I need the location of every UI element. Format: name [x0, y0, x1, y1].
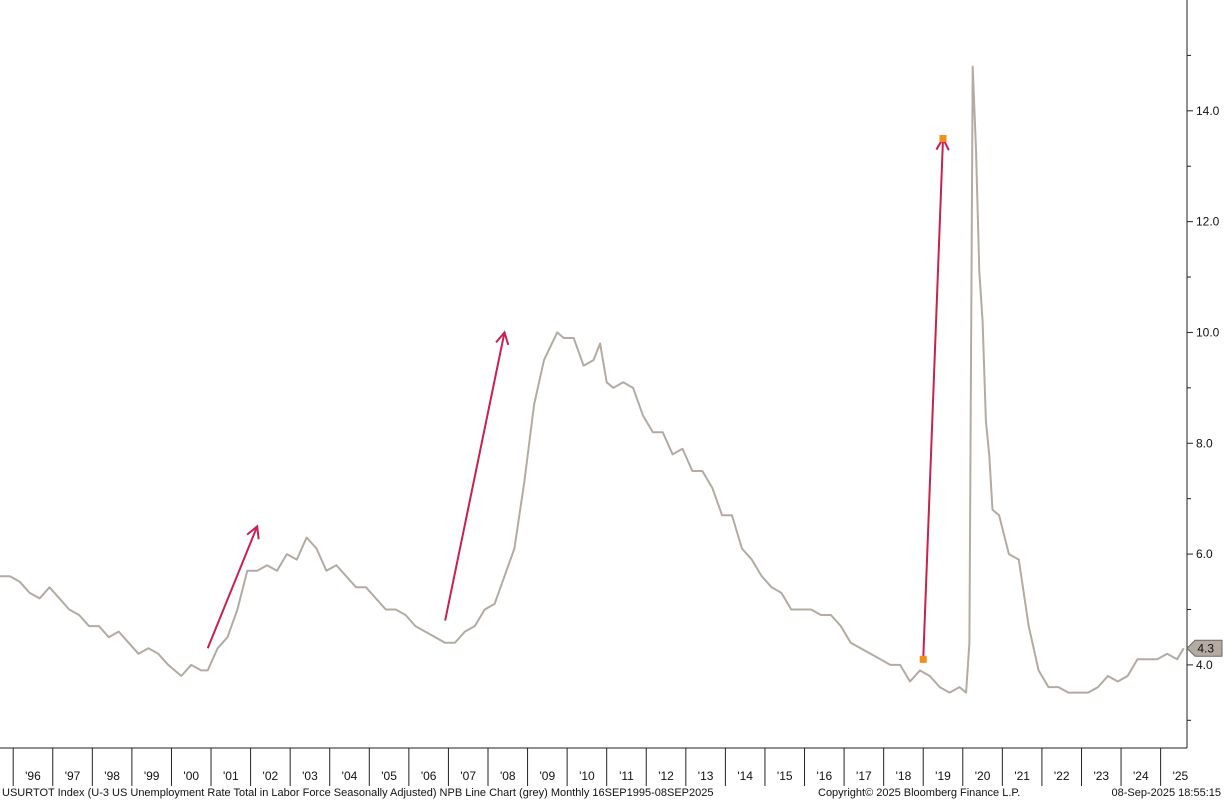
annotation-arrow — [444, 332, 506, 621]
annotation-arrow — [922, 138, 945, 660]
annotation-marker — [919, 655, 927, 663]
x-tick-label: '22 — [1054, 769, 1070, 783]
y-tick-label: 6.0 — [1196, 547, 1213, 561]
footer-series-description: USURTOT Index (U-3 US Unemployment Rate … — [2, 787, 714, 799]
annotation-arrow — [206, 525, 259, 649]
x-tick-label: '16 — [816, 769, 832, 783]
annotation-arrowhead — [246, 524, 260, 540]
x-tick-label: '06 — [421, 769, 437, 783]
x-tick-label: '96 — [25, 769, 41, 783]
x-tick-label: '10 — [579, 769, 595, 783]
y-tick-label: 12.0 — [1196, 215, 1220, 229]
y-axis: 4.0 6.0 8.0 10.0 12.0 14.0 — [1186, 0, 1220, 748]
x-tick-label: '12 — [658, 769, 674, 783]
x-tick-label: '18 — [896, 769, 912, 783]
x-tick-label: '21 — [1014, 769, 1030, 783]
last-value-tag-shape — [1186, 639, 1223, 657]
annotations-layer — [206, 136, 950, 660]
x-tick-label: '25 — [1173, 769, 1189, 783]
x-tick-label: '13 — [698, 769, 714, 783]
y-tick-label: 8.0 — [1196, 436, 1213, 450]
y-tick-label: 14.0 — [1196, 104, 1220, 118]
footer-timestamp: 08-Sep-2025 18:55:15 — [1111, 787, 1221, 799]
series-layer — [0, 65, 1185, 694]
annotation-arrowhead — [495, 330, 510, 346]
annotation-marker — [939, 135, 947, 143]
x-tick-label: '04 — [342, 769, 358, 783]
x-tick-label: '17 — [856, 769, 872, 783]
y-tick-label: 4.0 — [1196, 658, 1213, 672]
x-tick-label: '08 — [500, 769, 516, 783]
x-tick-label: '02 — [263, 769, 279, 783]
x-tick-label: '19 — [935, 769, 951, 783]
markers-layer — [919, 135, 947, 663]
series-line — [0, 65, 1185, 694]
x-tick-label: '99 — [144, 769, 160, 783]
x-tick-label: '15 — [777, 769, 793, 783]
x-tick-label: '05 — [381, 769, 397, 783]
x-tick-label: '03 — [302, 769, 318, 783]
last-value-label: 4.3 — [1197, 641, 1214, 655]
x-tick-label: '24 — [1133, 769, 1149, 783]
x-tick-label: '07 — [460, 769, 476, 783]
x-tick-label: '11 — [619, 769, 634, 783]
x-axis: '96 '97 '98 '99 '00 '01 '02 '03 '04 '05 '06 '07 '08 '… — [0, 747, 1189, 786]
x-tick-label: '01 — [223, 769, 239, 783]
x-tick-label: '98 — [104, 769, 120, 783]
y-tick-label: 10.0 — [1196, 325, 1220, 339]
x-tick-label: '20 — [975, 769, 991, 783]
x-tick-label: '00 — [183, 769, 199, 783]
x-tick-label: '23 — [1093, 769, 1109, 783]
footer-copyright: Copyright© 2025 Bloomberg Finance L.P. — [818, 787, 1021, 799]
x-tick-label: '14 — [737, 769, 753, 783]
x-tick-label: '97 — [65, 769, 81, 783]
last-value-tag: 4.3 — [1186, 639, 1223, 657]
x-tick-label: '09 — [540, 769, 556, 783]
